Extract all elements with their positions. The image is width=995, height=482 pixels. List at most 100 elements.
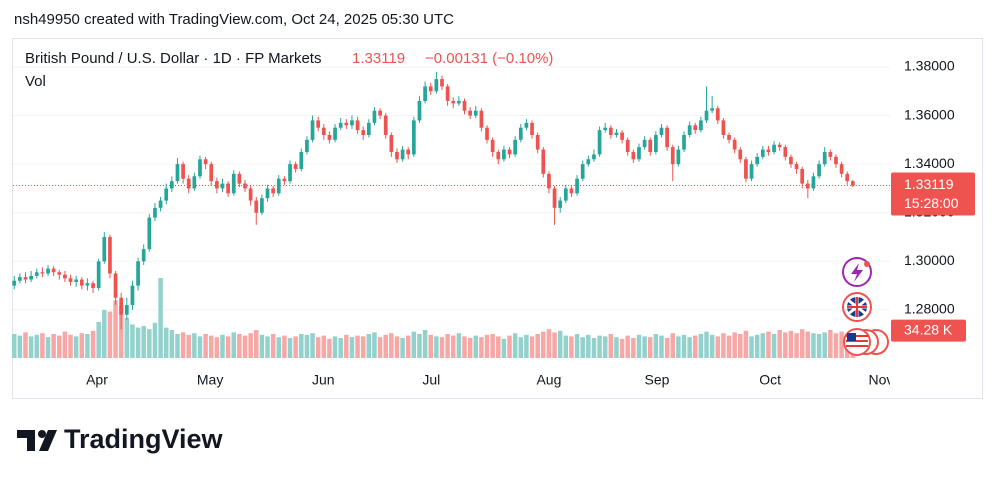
volume-bar xyxy=(445,334,450,358)
volume-bar xyxy=(794,333,799,358)
volume-bar xyxy=(434,336,439,358)
volume-bar xyxy=(226,336,231,358)
candle-body xyxy=(350,120,354,125)
volume-bar xyxy=(74,336,79,358)
volume-bar xyxy=(834,333,839,358)
candle-body xyxy=(164,188,168,200)
volume-bar xyxy=(108,312,113,358)
volume-bar xyxy=(237,334,242,358)
volume-bar xyxy=(609,334,614,358)
candle-body xyxy=(333,128,337,140)
volume-bar xyxy=(642,336,647,358)
volume-bar xyxy=(811,333,816,358)
volume-bar xyxy=(243,336,248,358)
candle-body xyxy=(631,152,635,159)
volume-bar xyxy=(496,336,501,358)
volume-bar xyxy=(209,336,214,358)
x-tick-label: Oct xyxy=(759,372,781,388)
candle-body xyxy=(418,101,422,120)
candle-body xyxy=(761,150,765,157)
candle-body xyxy=(688,125,692,135)
volume-bar xyxy=(620,339,625,358)
volume-bar xyxy=(378,337,383,358)
volume-bar xyxy=(12,334,17,358)
candle-body xyxy=(817,164,821,176)
candle-body xyxy=(136,261,140,285)
volume-bar xyxy=(29,336,34,358)
candle-body xyxy=(322,128,326,135)
candle-body xyxy=(840,164,844,174)
brand-name: TradingView xyxy=(64,424,224,454)
volume-bar xyxy=(158,278,163,358)
volume-bar xyxy=(175,334,180,358)
volume-bar xyxy=(530,336,535,358)
volume-bar xyxy=(170,330,175,358)
volume-bar xyxy=(777,330,782,358)
candle-body xyxy=(378,111,382,116)
candle-body xyxy=(159,201,163,208)
candle-body xyxy=(620,133,624,140)
volume-bar xyxy=(282,336,287,358)
candle-body xyxy=(176,164,180,181)
candle-body xyxy=(46,269,50,274)
volume-bar xyxy=(749,336,754,358)
volume-bar xyxy=(676,336,681,358)
candle-body xyxy=(508,150,512,155)
volume-bar xyxy=(541,332,546,358)
x-tick-label: Jul xyxy=(422,372,440,388)
volume-bar xyxy=(277,337,282,358)
candle-body xyxy=(311,120,315,139)
volume-bar xyxy=(839,332,844,358)
volume-bar xyxy=(361,336,366,358)
candle-body xyxy=(851,181,855,185)
volume-bar xyxy=(96,322,101,358)
x-tick-label: Apr xyxy=(86,372,108,388)
volume-bar xyxy=(260,335,265,358)
volume-bar xyxy=(367,334,372,358)
candle-body xyxy=(35,272,39,276)
volume-bar xyxy=(744,331,749,358)
candle-body xyxy=(643,140,647,147)
volume-bar xyxy=(310,333,315,358)
volume-bar xyxy=(130,324,135,358)
volume-bar xyxy=(524,335,529,358)
candle-body xyxy=(755,157,759,164)
price-change: −0.00131 (−0.10%) xyxy=(425,50,553,67)
candle-body xyxy=(249,188,253,200)
volume-bar xyxy=(625,336,630,358)
candle-body xyxy=(710,108,714,110)
x-tick-label: Aug xyxy=(536,372,561,388)
candle-body xyxy=(226,184,230,194)
candle-body xyxy=(389,135,393,152)
candle-body xyxy=(598,130,602,154)
volume-label: 34.28 K xyxy=(904,321,953,337)
volume-bar xyxy=(344,335,349,358)
candle-body xyxy=(778,145,782,147)
volume-bar xyxy=(732,332,737,358)
volume-bar xyxy=(502,339,507,358)
candle-body xyxy=(170,181,174,188)
volume-bar xyxy=(727,336,732,358)
volume-bar xyxy=(507,336,512,358)
volume-bar xyxy=(232,332,237,358)
volume-bar xyxy=(125,318,130,358)
volume-bar xyxy=(738,334,743,358)
candle-body xyxy=(733,140,737,150)
candle-body xyxy=(553,188,557,207)
price-label: 1.33119 xyxy=(904,176,954,192)
volume-bar xyxy=(271,334,276,358)
volume-bar xyxy=(400,338,405,358)
volume-bar xyxy=(462,336,467,358)
volume-bar xyxy=(293,336,298,358)
volume-bar xyxy=(23,332,28,358)
countdown-label: 15:28:00 xyxy=(904,195,959,211)
volume-bar xyxy=(468,338,473,358)
candle-body xyxy=(142,249,146,261)
candle-body xyxy=(108,237,112,273)
volume-bar xyxy=(580,337,585,358)
candle-body xyxy=(592,154,596,159)
volume-bar xyxy=(806,332,811,358)
candle-body xyxy=(266,188,270,198)
candle-body xyxy=(294,164,298,169)
